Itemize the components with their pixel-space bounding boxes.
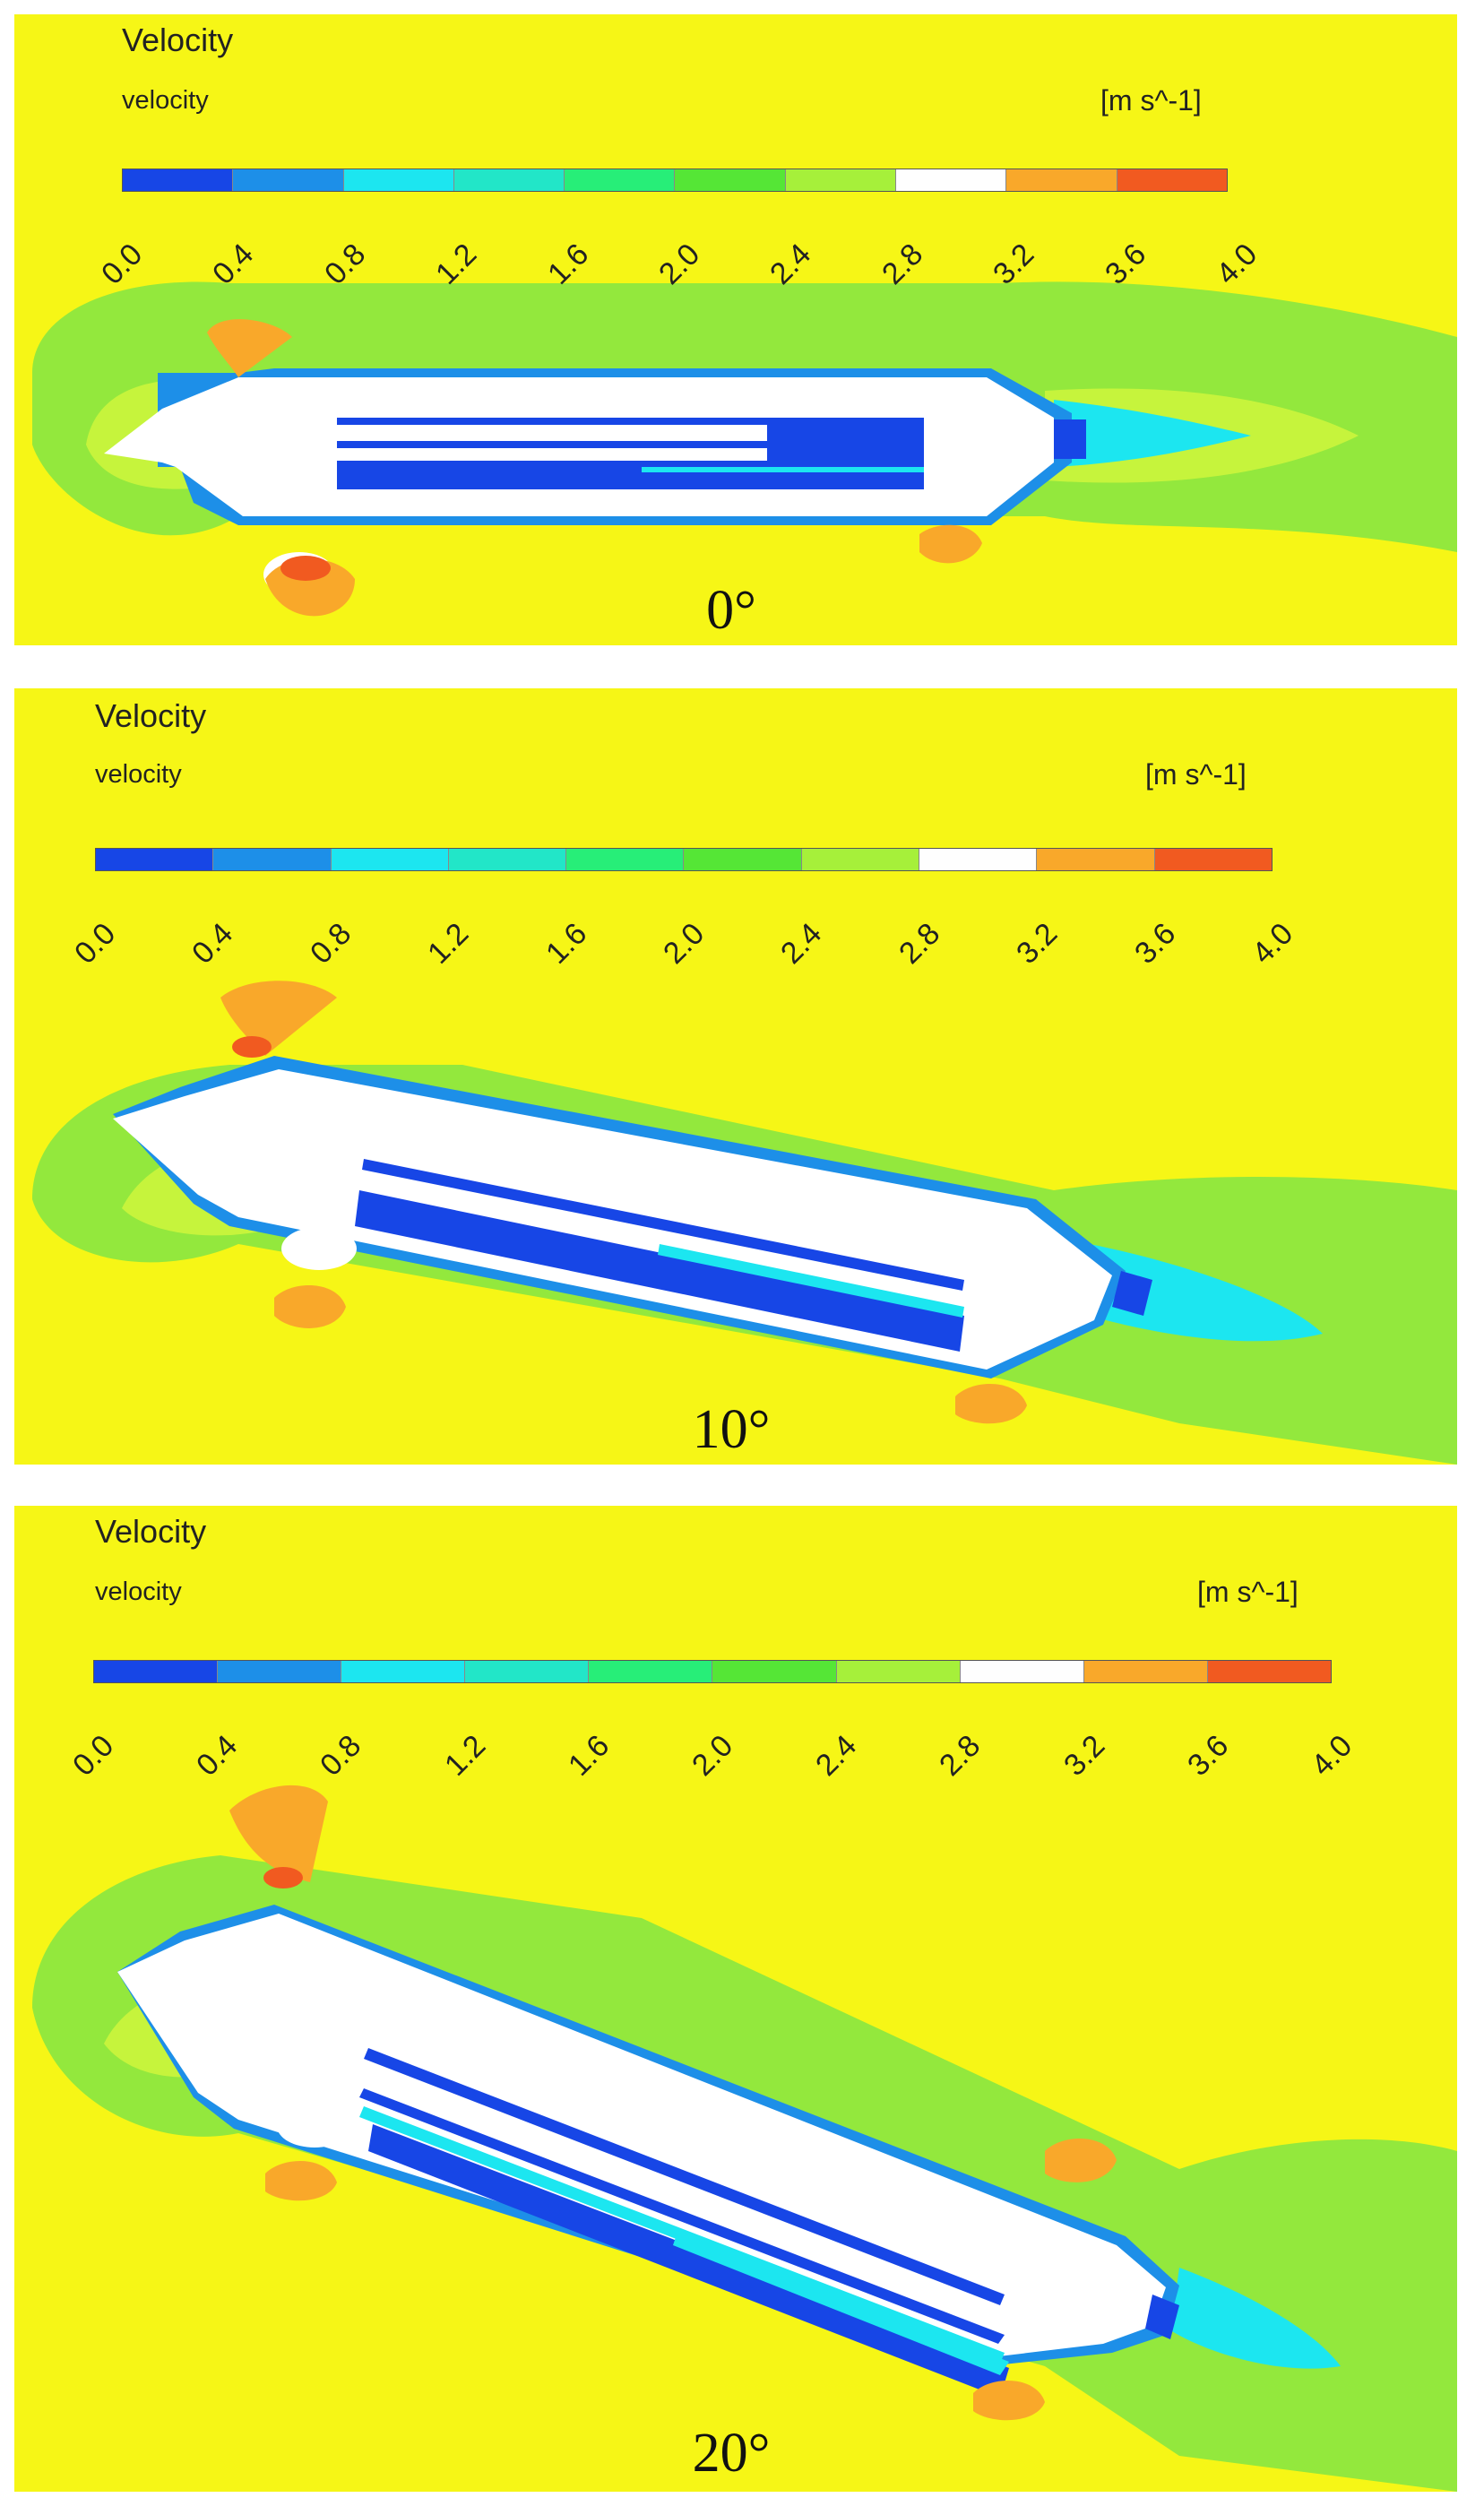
colorbar-swatch: [801, 849, 920, 870]
colorbar-swatch: [331, 849, 449, 870]
colorbar-swatch: [448, 849, 567, 870]
colorbar-swatch: [94, 1661, 219, 1682]
velocity-contour-field: [32, 981, 1457, 1465]
legend-variable: velocity: [95, 1577, 182, 1606]
colorbar-swatch: [565, 169, 676, 191]
colorbar-swatch: [566, 849, 685, 870]
high-velocity-zones: [220, 981, 1027, 1424]
colorbar-swatch: [233, 169, 344, 191]
colorbar-swatch: [785, 169, 897, 191]
contour-panel-0deg: Velocity velocity [m s^-1] 0° 0.0: [14, 14, 1457, 645]
colorbar-swatch: [919, 849, 1038, 870]
submarine-hull: [104, 368, 1086, 597]
colorbar-swatch: [589, 1661, 713, 1682]
legend-variable: velocity: [95, 760, 182, 789]
high-velocity-zones: [229, 1785, 1117, 2421]
colorbar-swatch: [465, 1661, 590, 1682]
high-velocity-zones: [207, 319, 982, 617]
legend-units: [m s^-1]: [1197, 1576, 1298, 1608]
colorbar-swatch: [1037, 849, 1155, 870]
colorbar-swatch: [684, 849, 802, 870]
legend-units: [m s^-1]: [1145, 758, 1247, 791]
colorbar: [95, 848, 1273, 871]
colorbar: [93, 1660, 1332, 1683]
colorbar-swatch: [96, 849, 214, 870]
velocity-contour-field: [32, 1785, 1457, 2492]
legend-title: Velocity: [95, 697, 207, 734]
colorbar-swatch: [1117, 169, 1227, 191]
colorbar-swatch: [343, 169, 454, 191]
legend-title: Velocity: [122, 22, 234, 58]
legend-title: Velocity: [95, 1513, 207, 1550]
velocity-contour-field: [32, 281, 1457, 617]
angle-label: 20°: [692, 2423, 771, 2484]
colorbar-swatch: [836, 1661, 961, 1682]
contour-panel-20deg: Velocity velocity [m s^-1] 20° 0.: [14, 1506, 1457, 2492]
angle-label: 0°: [706, 580, 756, 641]
colorbar-swatch: [712, 1661, 837, 1682]
legend-units: [m s^-1]: [1100, 84, 1202, 117]
colorbar-swatch: [341, 1661, 466, 1682]
colorbar-swatch: [1154, 849, 1272, 870]
submarine-hull: [117, 1905, 1179, 2398]
contour-panel-10deg: Velocity velocity [m s^-1] 10° 0.0 0.4 0.8…: [14, 688, 1457, 1465]
legend-variable: velocity: [122, 86, 209, 115]
colorbar-swatch: [1083, 1661, 1208, 1682]
angle-label: 10°: [692, 1399, 771, 1460]
colorbar-swatch: [675, 169, 786, 191]
colorbar-swatch: [123, 169, 234, 191]
colorbar-swatch: [960, 1661, 1084, 1682]
colorbar: [122, 169, 1228, 192]
colorbar-swatch: [218, 1661, 342, 1682]
colorbar-swatch: [213, 849, 332, 870]
submarine-hull: [113, 1056, 1152, 1378]
colorbar-swatch: [896, 169, 1007, 191]
colorbar-swatch: [1006, 169, 1117, 191]
colorbar-swatch: [453, 169, 565, 191]
colorbar-swatch: [1207, 1661, 1331, 1682]
